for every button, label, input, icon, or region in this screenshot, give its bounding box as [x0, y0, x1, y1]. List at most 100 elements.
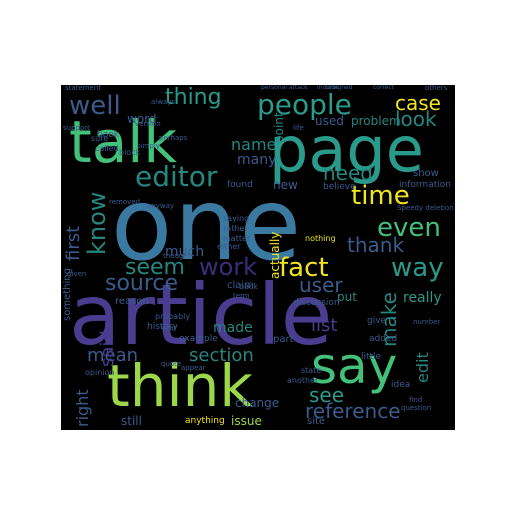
word-back: back	[239, 282, 259, 291]
word-anything: anything	[185, 416, 225, 426]
word-time: time	[351, 181, 410, 211]
word-found: found	[227, 180, 253, 190]
word-reason: reason	[115, 296, 149, 307]
word-little: little	[361, 352, 382, 362]
word-probably: probably	[155, 312, 191, 321]
word-others: others	[425, 85, 448, 92]
word-see: see	[309, 383, 345, 407]
word-added: added	[369, 334, 398, 344]
word-always: always	[151, 98, 176, 106]
word-thing: thing	[165, 85, 222, 110]
word-show: show	[413, 168, 439, 179]
word-put: put	[337, 290, 357, 304]
word-called: called	[95, 144, 119, 153]
word-find: find	[409, 396, 423, 404]
word-another: another	[287, 376, 319, 385]
word-word: word	[127, 112, 157, 126]
word-life: life	[293, 124, 304, 132]
word-question: question	[401, 404, 432, 412]
word-year: year	[161, 324, 177, 332]
word-used: used	[315, 114, 344, 128]
word-quote: quote	[161, 360, 182, 368]
word-anyway: anyway	[147, 202, 175, 210]
word-page: page	[269, 113, 424, 186]
word-thought: thought	[163, 252, 191, 260]
word-made: made	[213, 320, 253, 336]
word-point: point	[272, 112, 286, 143]
word-sure: sure	[91, 134, 109, 143]
word-given: given	[67, 270, 87, 278]
word-right: right	[73, 389, 92, 427]
word-issue: issue	[231, 414, 262, 428]
word-talk: talk	[69, 108, 177, 176]
word-part: part	[273, 334, 294, 345]
word-article: article	[69, 266, 333, 364]
word-discussion: discussion	[293, 298, 340, 308]
word-block: block	[119, 148, 141, 157]
word-actually: actually	[268, 231, 282, 279]
word-much: much	[165, 244, 205, 260]
word-either: either	[217, 242, 241, 251]
word-edit: edit	[413, 352, 432, 383]
word-mean: mean	[87, 345, 139, 366]
word-history: history	[147, 322, 178, 332]
word-change: change	[235, 396, 280, 410]
word-state: state	[301, 366, 322, 375]
word-book: book	[97, 130, 119, 140]
word-site: site	[307, 416, 326, 427]
word-cloud: one article talk page think say people e…	[61, 85, 455, 430]
word-list: list	[311, 315, 338, 336]
word-perhaps: perhaps	[159, 134, 188, 142]
word-way: way	[391, 253, 444, 283]
word-personal-attack: personal attack	[261, 85, 308, 91]
word-seem: seem	[125, 255, 185, 280]
word-many: many	[237, 152, 277, 168]
word-one: one	[111, 166, 304, 283]
word-believe: believe	[323, 182, 356, 192]
word-nothing: nothing	[305, 234, 336, 243]
word-number: number	[413, 318, 441, 326]
word-opinion: opinion	[85, 368, 115, 377]
word-editor: editor	[135, 160, 218, 193]
word-say: say	[311, 337, 398, 395]
word-idea: idea	[391, 380, 411, 390]
word-information: information	[399, 180, 451, 190]
word-speedy-deletion: Speedy deletion	[397, 204, 454, 212]
word-well: well	[69, 91, 121, 121]
word-section: section	[189, 345, 254, 366]
word-term: term	[233, 292, 250, 300]
word-unsigned: unsigned	[325, 85, 353, 91]
word-think: think	[107, 352, 253, 420]
word-reference: reference	[305, 399, 401, 423]
word-version: version	[135, 120, 161, 128]
word-claim: claim	[227, 280, 254, 291]
word-even: even	[377, 213, 441, 243]
word-really: really	[403, 290, 442, 306]
word-support: support	[63, 124, 90, 132]
word-user: user	[299, 273, 343, 297]
word-said: said	[97, 330, 118, 367]
word-still: still	[121, 414, 142, 428]
word-people: people	[257, 88, 352, 121]
word-example: example	[179, 334, 218, 344]
word-thank: thank	[347, 233, 405, 257]
word-know: know	[83, 191, 111, 255]
word-include: include	[317, 85, 339, 91]
word-matter: matter	[223, 234, 251, 243]
word-problem: problem	[351, 114, 401, 128]
word-fact: fact	[279, 253, 329, 283]
word-work: work	[199, 253, 258, 281]
word-look: look	[395, 107, 437, 131]
word-statement: statement	[65, 85, 102, 92]
word-name: name	[231, 135, 277, 154]
word-first: first	[63, 225, 84, 261]
word-removed: removed	[109, 198, 141, 206]
word-appear: appear	[181, 364, 206, 372]
word-new: new	[273, 178, 298, 192]
word-rather: rather	[223, 224, 248, 233]
word-source: source	[105, 271, 179, 296]
word-case: case	[395, 91, 441, 115]
word-give: give	[367, 316, 387, 326]
word-saying: saying	[223, 214, 250, 223]
